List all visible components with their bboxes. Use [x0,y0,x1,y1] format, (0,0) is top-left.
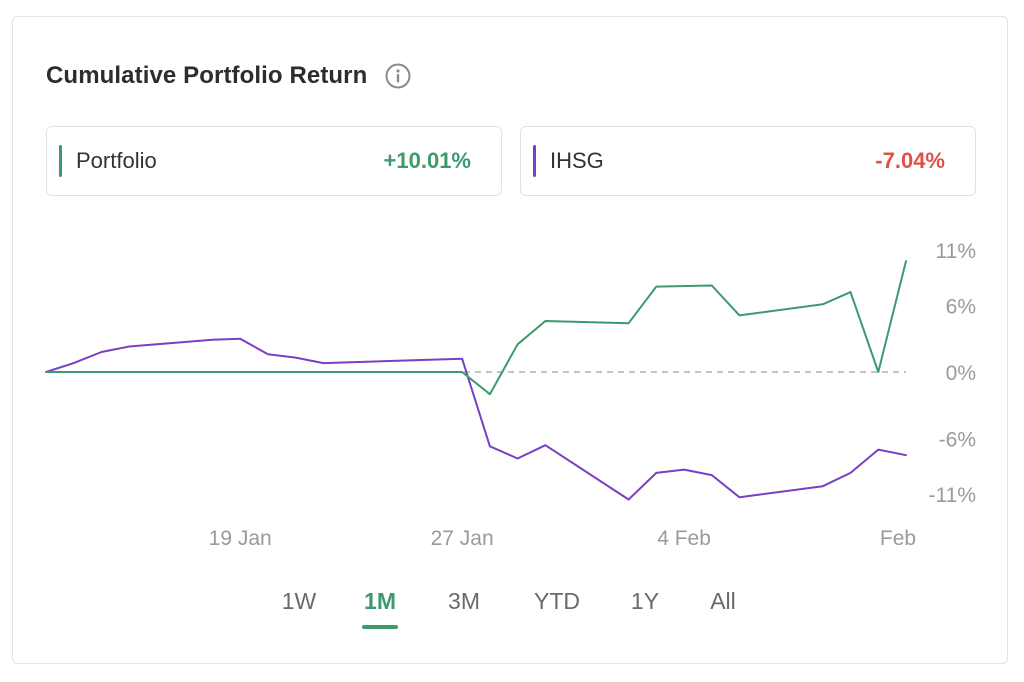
series-line-portfolio [45,260,907,396]
y-tick-label: 0% [946,362,976,385]
tab-1w[interactable]: 1W [281,588,317,614]
series-line-ihsg [45,337,907,501]
legend-ihsg-name: IHSG [550,148,604,173]
info-icon[interactable] [385,63,411,89]
y-tick-label: 11% [936,240,976,263]
y-tick-label: 6% [946,295,976,318]
tab-1y[interactable]: 1Y [630,588,660,614]
period-tabs: 1W 1M 3M YTD 1Y All [0,588,1024,634]
legend-ihsg-color-bar [533,145,536,177]
tab-3m[interactable]: 3M [448,588,480,614]
x-tick-label: 27 Jan [431,527,494,550]
tab-all[interactable]: All [710,588,736,614]
legend-ihsg: IHSG -7.04% [520,126,976,196]
y-tick-label: -6% [939,429,976,452]
legend-portfolio-name: Portfolio [76,148,157,173]
legend-ihsg-value: -7.04% [875,148,945,173]
legend-portfolio: Portfolio +10.01% [46,126,502,196]
x-tick-label: 4 Feb [657,527,711,550]
active-tab-underline [362,625,398,629]
card-header: Cumulative Portfolio Return [46,62,411,90]
x-tick-label: Feb [880,527,916,550]
legend-portfolio-value: +10.01% [383,148,471,173]
x-tick-label: 19 Jan [209,527,272,550]
portfolio-return-card [12,16,1008,664]
y-tick-label: -11% [929,484,976,507]
tab-ytd[interactable]: YTD [534,588,580,614]
tab-1m[interactable]: 1M [364,588,396,614]
card-title: Cumulative Portfolio Return [46,62,368,89]
legend-portfolio-color-bar [59,145,62,177]
